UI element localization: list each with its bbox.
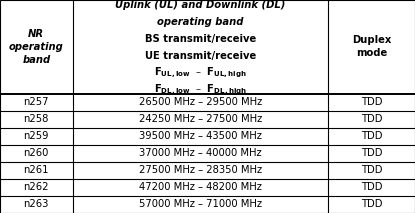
- Text: TDD: TDD: [361, 131, 382, 141]
- Text: TDD: TDD: [361, 148, 382, 158]
- Text: UE transmit/receive: UE transmit/receive: [144, 51, 256, 61]
- Text: n259: n259: [24, 131, 49, 141]
- Text: n263: n263: [24, 200, 49, 209]
- Text: TDD: TDD: [361, 97, 382, 107]
- Text: TDD: TDD: [361, 166, 382, 175]
- Text: 26500 MHz – 29500 MHz: 26500 MHz – 29500 MHz: [139, 97, 262, 107]
- Text: TDD: TDD: [361, 114, 382, 124]
- Text: n258: n258: [24, 114, 49, 124]
- Text: Uplink (UL) and Downlink (DL): Uplink (UL) and Downlink (DL): [115, 0, 286, 10]
- Text: 47200 MHz – 48200 MHz: 47200 MHz – 48200 MHz: [139, 183, 262, 192]
- Text: operating band: operating band: [157, 17, 244, 27]
- Text: TDD: TDD: [361, 200, 382, 209]
- Text: 24250 MHz – 27500 MHz: 24250 MHz – 27500 MHz: [139, 114, 262, 124]
- Text: $\mathbf{F}_{\mathbf{DL,low}}$  –  $\mathbf{F}_{\mathbf{DL,high}}$: $\mathbf{F}_{\mathbf{DL,low}}$ – $\mathb…: [154, 83, 247, 97]
- Text: $\mathbf{F}_{\mathbf{UL,low}}$  –  $\mathbf{F}_{\mathbf{UL,high}}$: $\mathbf{F}_{\mathbf{UL,low}}$ – $\mathb…: [154, 66, 247, 80]
- Text: 39500 MHz – 43500 MHz: 39500 MHz – 43500 MHz: [139, 131, 262, 141]
- Text: n262: n262: [24, 183, 49, 192]
- Text: BS transmit/receive: BS transmit/receive: [144, 34, 256, 44]
- Text: n260: n260: [24, 148, 49, 158]
- Text: n257: n257: [24, 97, 49, 107]
- Text: 27500 MHz – 28350 MHz: 27500 MHz – 28350 MHz: [139, 166, 262, 175]
- Text: 57000 MHz – 71000 MHz: 57000 MHz – 71000 MHz: [139, 200, 262, 209]
- Text: Duplex
mode: Duplex mode: [352, 35, 391, 58]
- Text: TDD: TDD: [361, 183, 382, 192]
- Text: NR
operating
band: NR operating band: [9, 29, 63, 65]
- Text: n261: n261: [24, 166, 49, 175]
- Text: 37000 MHz – 40000 MHz: 37000 MHz – 40000 MHz: [139, 148, 261, 158]
